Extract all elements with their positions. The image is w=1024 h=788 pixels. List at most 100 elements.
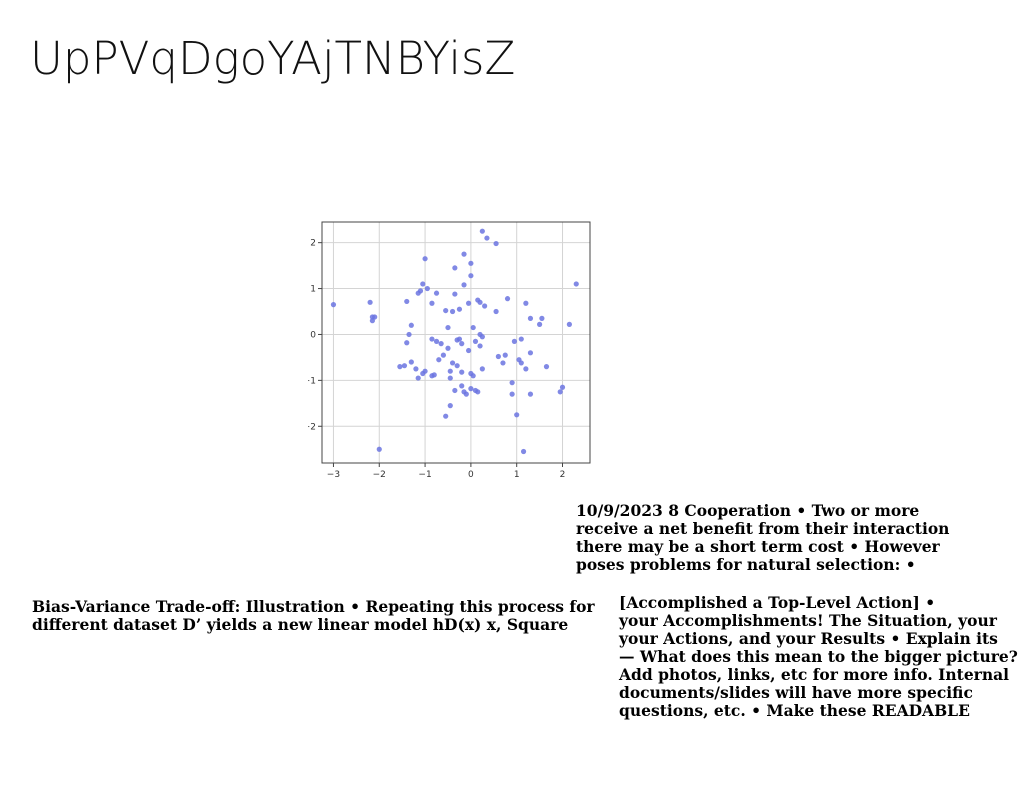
scatter-point bbox=[404, 340, 410, 346]
scatter-point bbox=[459, 341, 465, 347]
scatter-point bbox=[461, 282, 467, 288]
scatter-point bbox=[459, 369, 465, 375]
scatter-point bbox=[465, 347, 472, 354]
scatter-point bbox=[330, 302, 337, 308]
scatter-point bbox=[420, 370, 426, 377]
scatter-point bbox=[509, 391, 515, 397]
x-tick-label: 1 bbox=[514, 470, 520, 480]
scatter-point bbox=[447, 403, 453, 409]
scatter-point bbox=[527, 315, 534, 321]
scatter-point bbox=[429, 300, 435, 306]
scatter-point bbox=[369, 318, 375, 324]
scatter-point bbox=[367, 299, 373, 305]
scatter-point bbox=[543, 364, 550, 370]
y-tick-label: −2 bbox=[308, 422, 316, 432]
scatter-point bbox=[413, 366, 419, 372]
scatter-point bbox=[404, 298, 410, 305]
bias-variance-text: Bias-Variance Trade-off: Illustration • … bbox=[32, 597, 595, 634]
scatter-point bbox=[520, 448, 527, 455]
chart-grid bbox=[322, 222, 590, 463]
scatter-point bbox=[523, 300, 529, 306]
scatter-point bbox=[452, 291, 458, 297]
scatter-point bbox=[452, 265, 458, 271]
scatter-point bbox=[449, 360, 456, 366]
chart-ticks: −3 −2 −1 0 1 2 −2 −1 0 1 2 bbox=[308, 239, 565, 480]
scatter-point bbox=[397, 364, 403, 370]
scatter-point bbox=[509, 380, 515, 386]
scatter-point bbox=[440, 352, 447, 358]
scatter-point bbox=[465, 300, 472, 306]
scatter-point bbox=[429, 336, 435, 342]
scatter-point bbox=[461, 251, 467, 257]
scatter-point bbox=[527, 391, 534, 397]
scatter-point bbox=[417, 288, 424, 294]
scatter-point bbox=[443, 413, 449, 419]
scatter-chart: −3 −2 −1 0 1 2 −2 −1 0 1 2 bbox=[308, 221, 591, 480]
scatter-point bbox=[470, 373, 476, 379]
scatter-point bbox=[573, 281, 579, 287]
x-tick-label: 2 bbox=[560, 470, 566, 480]
scatter-point bbox=[518, 336, 524, 342]
chart-points bbox=[330, 228, 579, 455]
scatter-point bbox=[408, 322, 414, 328]
scatter-point bbox=[468, 273, 474, 279]
scatter-point bbox=[472, 338, 479, 344]
scatter-point bbox=[445, 324, 451, 331]
scatter-point bbox=[566, 321, 572, 327]
scatter-point bbox=[443, 307, 449, 314]
scatter-point bbox=[511, 338, 518, 344]
scatter-point bbox=[559, 384, 566, 390]
scatter-point bbox=[433, 338, 440, 344]
scatter-point bbox=[376, 446, 382, 452]
scatter-point bbox=[431, 372, 437, 378]
scatter-point bbox=[401, 363, 408, 369]
scatter-point bbox=[415, 375, 421, 381]
scatter-point bbox=[408, 359, 414, 365]
scatter-point bbox=[493, 240, 499, 247]
scatter-point bbox=[424, 285, 430, 292]
y-tick-label: 1 bbox=[310, 285, 316, 295]
scatter-point bbox=[406, 331, 412, 338]
scatter-point bbox=[438, 341, 444, 347]
scatter-point bbox=[420, 281, 426, 287]
scatter-point bbox=[493, 308, 499, 315]
slide-title: UpPVqDgoYAjTNBYisZ bbox=[30, 32, 516, 85]
scatter-point bbox=[482, 303, 488, 309]
scatter-point bbox=[539, 315, 545, 321]
scatter-point bbox=[518, 360, 524, 366]
accomplishments-text: [Accomplished a Top-Level Action] • your… bbox=[619, 593, 1018, 720]
plot-frame bbox=[321, 221, 591, 464]
scatter-point bbox=[447, 375, 453, 381]
scatter-point bbox=[459, 383, 465, 389]
scatter-point bbox=[479, 334, 485, 340]
scatter-point bbox=[500, 360, 506, 366]
scatter-point bbox=[468, 260, 474, 266]
scatter-point bbox=[452, 387, 458, 394]
scatter-point bbox=[527, 350, 534, 356]
scatter-point bbox=[463, 391, 469, 397]
scatter-point bbox=[477, 343, 483, 349]
x-tick-label: −1 bbox=[418, 470, 431, 480]
scatter-point bbox=[422, 256, 428, 262]
scatter-point bbox=[514, 412, 520, 418]
scatter-point bbox=[502, 352, 508, 358]
scatter-point bbox=[523, 366, 529, 372]
scatter-point bbox=[436, 357, 442, 363]
cooperation-text: 10/9/2023 8 Cooperation • Two or more re… bbox=[576, 501, 950, 574]
x-tick-label: −2 bbox=[373, 470, 386, 480]
x-tick-label: −3 bbox=[327, 470, 340, 480]
scatter-point bbox=[504, 296, 511, 302]
scatter-point bbox=[484, 235, 490, 241]
scatter-point bbox=[433, 290, 440, 296]
scatter-point bbox=[477, 299, 483, 305]
scatter-point bbox=[456, 336, 463, 342]
scatter-point bbox=[537, 321, 543, 327]
scatter-point bbox=[456, 306, 463, 312]
scatter-point bbox=[470, 324, 476, 331]
y-tick-label: 2 bbox=[310, 239, 316, 249]
scatter-point bbox=[468, 386, 474, 392]
scatter-point bbox=[479, 228, 485, 234]
x-tick-label: 0 bbox=[468, 470, 474, 480]
scatter-point bbox=[495, 353, 501, 360]
scatter-point bbox=[479, 366, 485, 372]
